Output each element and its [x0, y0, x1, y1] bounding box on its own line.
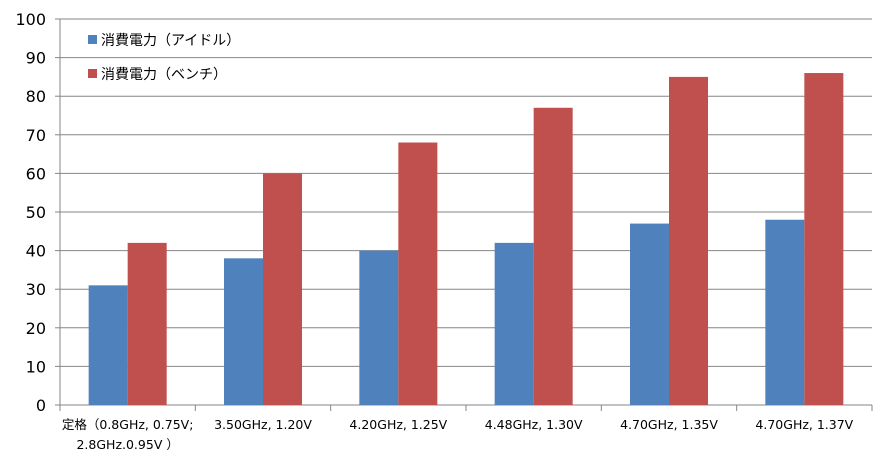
bar-idle: [224, 258, 263, 405]
x-category-label: 4.20GHz, 1.25V: [349, 417, 447, 432]
y-tick-label: 70: [26, 126, 46, 145]
x-category-label: 4.48GHz, 1.30V: [485, 417, 583, 432]
y-tick-label: 40: [26, 242, 46, 261]
legend-label: 消費電力（アイドル）: [101, 33, 240, 49]
bar-bench: [533, 107, 573, 405]
bar-bench: [804, 73, 844, 405]
bar-bench: [263, 173, 302, 405]
legend-swatch-bench: [88, 69, 97, 78]
bar-idle: [630, 223, 669, 405]
y-tick-label: 30: [26, 280, 46, 299]
bar-idle: [359, 250, 399, 405]
y-tick-label: 20: [26, 319, 46, 338]
y-tick-label: 50: [26, 203, 46, 222]
bar-bench: [669, 76, 708, 406]
bar-idle: [88, 285, 128, 405]
y-tick-label: 90: [26, 49, 46, 68]
y-tick-label: 0: [36, 396, 46, 415]
y-tick-label: 100: [15, 10, 46, 29]
legend-swatch-idle: [88, 35, 97, 44]
x-category-label: 定格（0.8GHz, 0.75V;: [62, 417, 194, 432]
legend-label: 消費電力（ベンチ）: [101, 67, 227, 83]
y-tick-label: 60: [26, 164, 46, 183]
y-tick-label: 10: [26, 357, 46, 376]
x-category-label: 4.70GHz, 1.37V: [755, 417, 853, 432]
bar-bench: [127, 242, 167, 405]
bar-idle: [494, 242, 534, 405]
bar-idle: [765, 219, 805, 405]
x-category-label: 4.70GHz, 1.35V: [620, 417, 718, 432]
bar-bench: [398, 142, 438, 405]
x-category-label: 3.50GHz, 1.20V: [214, 417, 312, 432]
y-tick-label: 80: [26, 87, 46, 106]
x-category-label: 2.8GHz.0.95V ）: [76, 437, 178, 452]
